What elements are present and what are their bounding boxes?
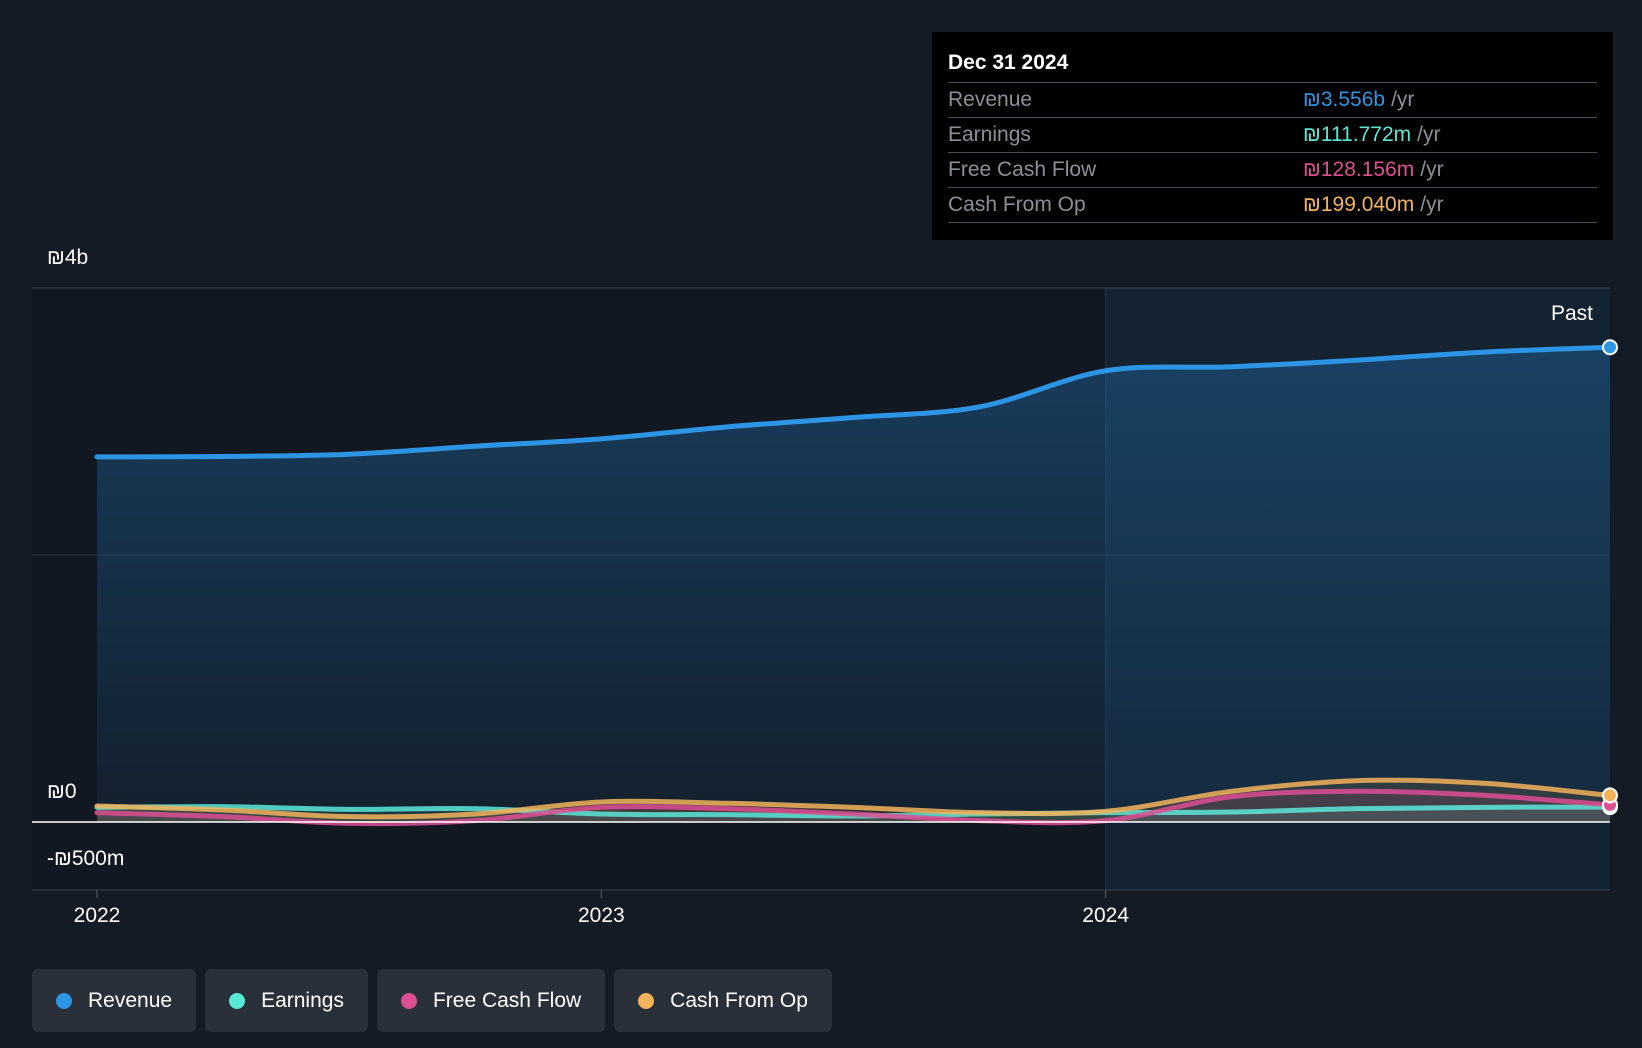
tooltip: Dec 31 2024 Revenue ₪3.556b /yr Earnings…	[932, 32, 1613, 240]
tooltip-unit: /yr	[1417, 123, 1441, 146]
tooltip-row-free-cash-flow: Free Cash Flow ₪128.156m /yr	[948, 152, 1597, 187]
tooltip-value: ₪128.156m	[1303, 158, 1415, 181]
x-tick-label: 2023	[578, 904, 625, 927]
tooltip-unit: /yr	[1420, 158, 1444, 181]
tooltip-row-revenue: Revenue ₪3.556b /yr	[948, 82, 1597, 117]
legend-dot-icon	[400, 992, 417, 1009]
y-tick-label: ₪4b	[47, 246, 88, 269]
endpoint-cash-from-op	[1602, 787, 1618, 804]
series-area-free-cash-flow	[97, 791, 1610, 824]
series-line-cash-from-op	[94, 777, 1613, 820]
tooltip-label: Revenue	[948, 88, 1033, 111]
y-tick-label: -₪500m	[47, 847, 124, 870]
tooltip-value: ₪199.040m	[1303, 193, 1415, 216]
tooltip-value: ₪3.556b	[1303, 88, 1386, 111]
legend-item-revenue[interactable]: Revenue	[32, 969, 197, 1032]
legend-item-earnings[interactable]: Earnings	[205, 969, 368, 1032]
revenue-area	[97, 347, 1610, 822]
tooltip-unit: /yr	[1420, 193, 1444, 216]
legend-dot-icon	[229, 992, 246, 1009]
tooltip-date: Dec 31 2024	[948, 51, 1069, 74]
legend-label: Earnings	[261, 988, 344, 1012]
x-tick-label: 2022	[74, 904, 121, 927]
tooltip-row-earnings: Earnings ₪111.772m /yr	[948, 117, 1597, 152]
tooltip-label: Cash From Op	[948, 193, 1086, 216]
legend-dot-icon	[638, 992, 655, 1009]
y-tick-label: ₪0	[47, 780, 77, 803]
series-line-revenue	[94, 344, 1613, 460]
past-label: Past	[1551, 302, 1593, 325]
legend-label: Free Cash Flow	[432, 988, 582, 1012]
x-tick-label: 2024	[1082, 904, 1129, 927]
tooltip-row-cash-from-op: Cash From Op ₪199.040m /yr	[948, 187, 1597, 223]
legend-item-free-cash-flow[interactable]: Free Cash Flow	[376, 969, 606, 1032]
legend: Revenue Earnings Free Cash Flow Cash Fro…	[32, 969, 832, 1032]
legend-label: Revenue	[88, 988, 173, 1012]
legend-item-cash-from-op[interactable]: Cash From Op	[614, 969, 832, 1032]
legend-label: Cash From Op	[670, 988, 808, 1012]
series-line-free-cash-flow	[94, 788, 1613, 827]
tooltip-value: ₪111.772m	[1303, 123, 1412, 146]
legend-dot-icon	[56, 992, 72, 1009]
tooltip-unit: /yr	[1391, 88, 1415, 111]
tooltip-label: Free Cash Flow	[948, 158, 1097, 181]
tooltip-label: Earnings	[948, 123, 1031, 146]
endpoint-revenue	[1602, 339, 1618, 356]
